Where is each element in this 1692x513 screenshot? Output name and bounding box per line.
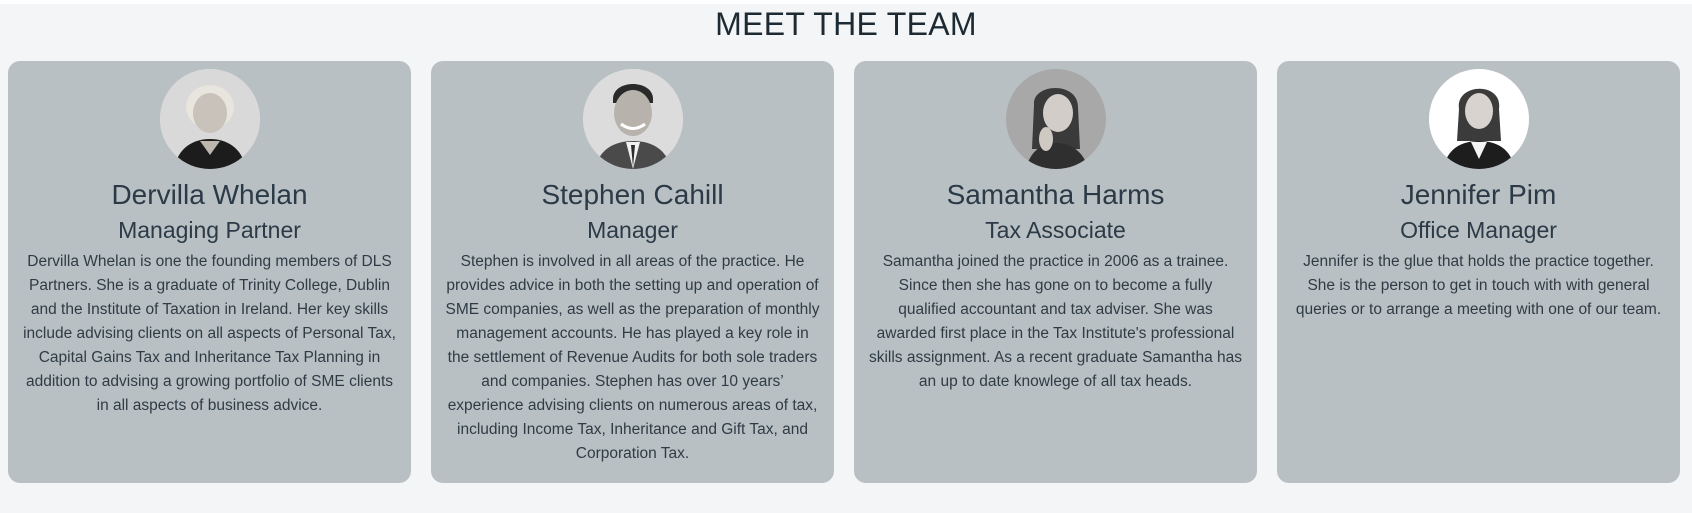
man-portrait-icon	[582, 69, 683, 169]
woman-portrait-icon	[1428, 69, 1529, 169]
member-bio: Jennifer is the glue that holds the prac…	[1295, 253, 1662, 318]
member-name: Jennifer Pim	[1400, 179, 1557, 210]
team-card-stephen-cahill: Stephen Cahill Manager Stephen is involv…	[431, 61, 834, 483]
top-divider	[0, 0, 1692, 4]
section-title: MEET THE TEAM	[715, 6, 977, 42]
member-bio: Samantha joined the practice in 2006 as …	[868, 253, 1243, 390]
member-role: Office Manager	[1400, 217, 1557, 243]
member-name: Dervilla Whelan	[111, 179, 308, 210]
member-name: Stephen Cahill	[541, 179, 724, 210]
member-bio: Dervilla Whelan is one the founding memb…	[23, 253, 396, 414]
member-role: Manager	[587, 217, 678, 243]
member-role: Managing Partner	[118, 217, 301, 243]
profile-photo-jennifer	[1428, 69, 1529, 169]
profile-photo-samantha	[1005, 69, 1106, 169]
team-cards: Dervilla Whelan Managing Partner Dervill…	[8, 61, 1680, 483]
team-card-samantha-harms: Samantha Harms Tax Associate Samantha jo…	[854, 61, 1257, 483]
member-name: Samantha Harms	[946, 179, 1165, 210]
profile-photo-stephen	[582, 69, 683, 169]
profile-photo-dervilla	[159, 69, 260, 169]
team-card-jennifer-pim: Jennifer Pim Office Manager Jennifer is …	[1277, 61, 1680, 483]
woman-portrait-icon	[1005, 69, 1106, 169]
member-role: Tax Associate	[985, 217, 1126, 243]
team-card-dervilla-whelan: Dervilla Whelan Managing Partner Dervill…	[8, 61, 411, 483]
woman-portrait-icon	[159, 69, 260, 169]
member-bio: Stephen is involved in all areas of the …	[445, 253, 820, 462]
